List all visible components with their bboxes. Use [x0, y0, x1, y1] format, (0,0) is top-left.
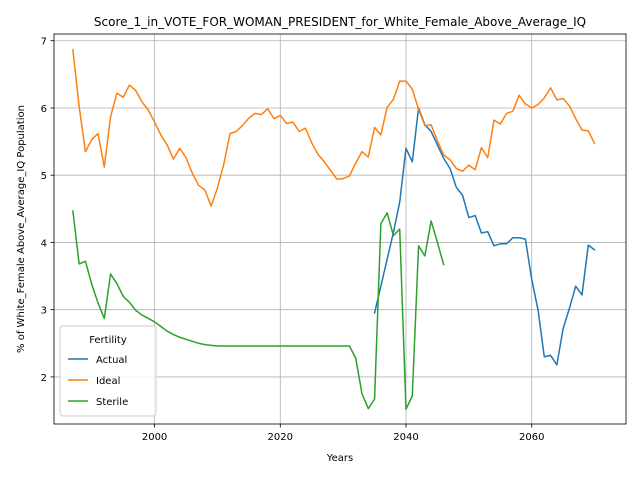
x-tick-label: 2060	[519, 432, 544, 443]
y-tick-label: 2	[41, 373, 47, 384]
y-axis-label: % of White_Female Above_Average_IQ Popul…	[16, 105, 27, 353]
y-axis-ticks: 2 3 4 5 6 7	[41, 37, 54, 384]
series-line-ideal	[72, 48, 596, 207]
x-tick-label: 2020	[268, 432, 293, 443]
x-axis-label: Years	[326, 453, 353, 464]
legend-entries: Actual Ideal Sterile	[68, 355, 128, 408]
plot-area-frame	[53, 33, 627, 425]
x-tick-label: 2000	[142, 432, 167, 443]
y-tick-label: 5	[41, 171, 47, 182]
series-lines	[72, 48, 596, 410]
legend-label-ideal: Ideal	[96, 376, 120, 387]
grid-lines	[54, 34, 626, 424]
y-tick-label: 7	[41, 37, 47, 48]
legend-label-actual: Actual	[96, 355, 127, 366]
y-tick-label: 4	[41, 238, 47, 249]
legend-title: Fertility	[89, 335, 127, 346]
series-line-actual	[373, 107, 596, 366]
x-tick-label: 2040	[393, 432, 418, 443]
series-line-sterile	[72, 210, 445, 410]
legend-label-sterile: Sterile	[96, 397, 128, 408]
legend-box	[59, 325, 157, 417]
legend: Fertility Actual Ideal Sterile	[59, 325, 157, 417]
chart-title: Score_1_in_VOTE_FOR_WOMAN_PRESIDENT_for_…	[94, 15, 586, 29]
y-tick-label: 6	[41, 104, 47, 115]
y-tick-label: 3	[41, 306, 47, 317]
x-axis-ticks: 2000 2020 2040 2060	[142, 424, 544, 443]
